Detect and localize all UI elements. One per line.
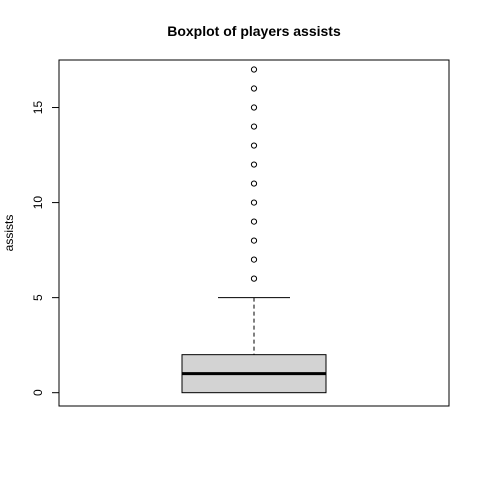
outlier-point — [250, 237, 258, 244]
outlier-point — [250, 218, 258, 225]
outlier-point — [250, 66, 258, 73]
y-axis-label: assists — [2, 215, 16, 252]
y-tick-label: 15 — [31, 101, 45, 115]
y-tick-label: 0 — [31, 389, 45, 396]
outlier-point — [250, 180, 258, 187]
chart-title: Boxplot of players assists — [167, 23, 341, 39]
y-axis-ticks: 0 5 10 15 — [31, 101, 59, 396]
outliers — [250, 66, 258, 282]
outlier-point — [250, 85, 258, 92]
outlier-point — [250, 161, 258, 168]
y-tick-label: 10 — [31, 196, 45, 210]
outlier-point — [250, 123, 258, 130]
outlier-point — [250, 142, 258, 149]
outlier-point — [250, 256, 258, 263]
y-tick-label: 5 — [31, 294, 45, 301]
outlier-point — [250, 104, 258, 111]
outlier-point — [250, 275, 258, 282]
outlier-point — [250, 199, 258, 206]
box — [181, 297, 327, 394]
